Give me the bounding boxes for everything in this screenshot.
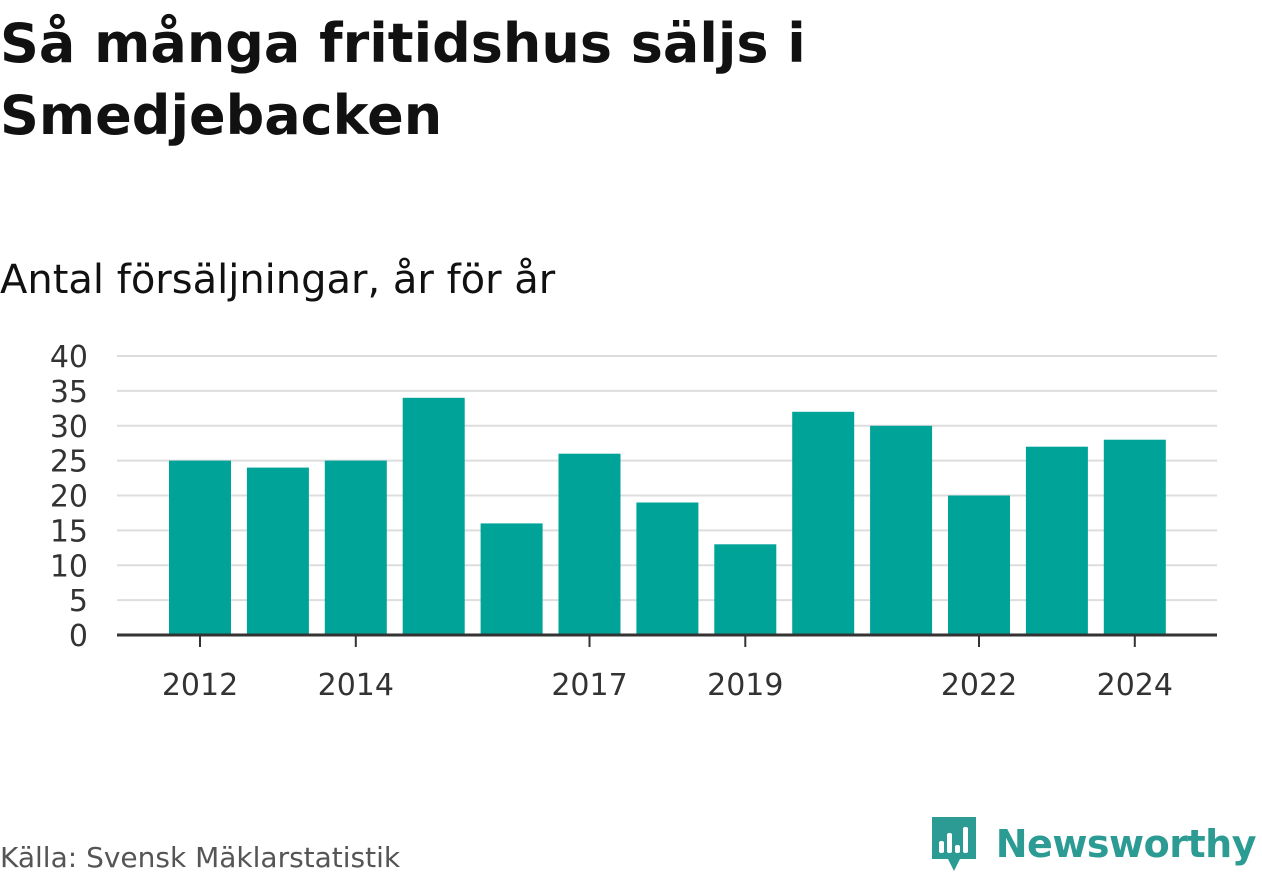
x-tick-label: 2024 xyxy=(1097,668,1173,703)
y-tick-label: 20 xyxy=(50,480,88,515)
bar-2021 xyxy=(870,425,933,636)
y-tick-label: 10 xyxy=(50,549,88,584)
chart-title: Så många fritidshus säljs i Smedjebacken xyxy=(0,12,806,147)
bar-2017 xyxy=(558,453,621,635)
bar-2013 xyxy=(246,467,309,635)
y-tick-label: 5 xyxy=(69,584,88,619)
bar-2012 xyxy=(169,460,231,635)
x-axis: 2012 2014 2017 2019 2022 2024 xyxy=(117,633,1217,703)
x-tick-label: 2017 xyxy=(551,668,627,703)
brand-name: Newsworthy xyxy=(995,822,1257,866)
y-tick-label: 30 xyxy=(50,410,88,445)
bar-2018 xyxy=(636,502,699,635)
x-tick-label: 2019 xyxy=(707,668,783,703)
x-tick-label: 2012 xyxy=(162,668,238,703)
bars xyxy=(169,397,1166,636)
bar-2014 xyxy=(324,460,387,635)
bar-2016 xyxy=(480,523,543,635)
bar-2015 xyxy=(402,397,465,635)
y-tick-label: 15 xyxy=(50,514,88,549)
y-tick-label: 0 xyxy=(69,619,88,654)
chart-subtitle: Antal försäljningar, år för år xyxy=(0,257,556,303)
bar-2024 xyxy=(1103,439,1166,635)
brand-logo: Newsworthy xyxy=(930,815,1257,873)
newsworthy-logo-icon xyxy=(931,817,976,871)
y-tick-label: 35 xyxy=(50,375,88,410)
source-note: Källa: Svensk Mäklarstatistik xyxy=(0,841,401,874)
y-tick-label: 40 xyxy=(50,340,88,375)
y-tick-label: 25 xyxy=(50,445,88,480)
bar-2020 xyxy=(792,411,855,635)
bar-2019 xyxy=(714,544,777,635)
bar-2022 xyxy=(948,495,1010,635)
bar-2023 xyxy=(1025,446,1088,635)
x-tick-label: 2022 xyxy=(941,668,1017,703)
x-tick-label: 2014 xyxy=(318,668,394,703)
